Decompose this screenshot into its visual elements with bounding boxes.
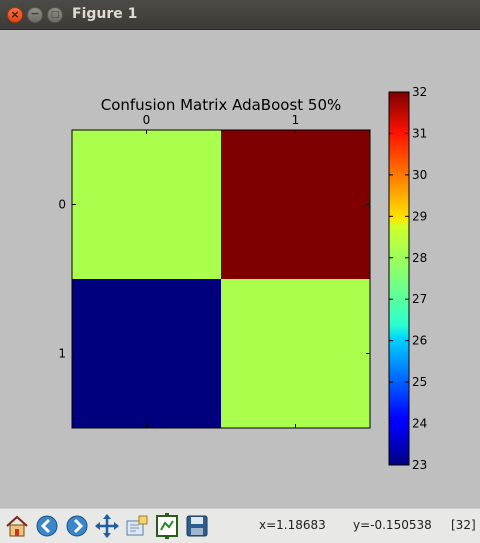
window-minimize-button[interactable]: −	[27, 7, 43, 23]
figure-canvas[interactable]: Confusion Matrix AdaBoost 50% 0 1 0 1 23 24 2…	[0, 30, 480, 508]
forward-icon[interactable]	[64, 513, 90, 539]
heatmap-cell-0-0	[72, 130, 221, 279]
heatmap-cell-0-1	[221, 130, 370, 279]
window-maximize-button[interactable]: □	[47, 7, 63, 23]
subplots-icon[interactable]	[154, 513, 180, 539]
home-icon[interactable]	[4, 513, 30, 539]
plot-frame	[71, 129, 371, 429]
window-titlebar: × − □ Figure 1	[0, 0, 480, 30]
cursor-y-readout: y=-0.150538	[353, 518, 432, 532]
colorbar-tick-label: 31	[412, 126, 427, 140]
colorbar-tick-label: 23	[412, 458, 427, 472]
colorbar	[388, 91, 410, 466]
pan-icon[interactable]	[94, 513, 120, 539]
x-tick-label: 0	[143, 113, 151, 127]
colorbar-tick-label: 26	[412, 334, 427, 348]
colorbar-tick-label: 28	[412, 251, 427, 265]
save-icon[interactable]	[184, 513, 210, 539]
colorbar-tick-label: 25	[412, 375, 427, 389]
heatmap-cell-1-0	[72, 279, 221, 428]
window-close-button[interactable]: ×	[7, 7, 23, 23]
cursor-value-readout: [32]	[451, 518, 476, 532]
colorbar-tick-label: 29	[412, 209, 427, 223]
figure-svg: Confusion Matrix AdaBoost 50% 0 1 0 1 23 24 2…	[58, 85, 427, 472]
colorbar-tick-label: 30	[412, 168, 427, 182]
colorbar-tick-label: 24	[412, 417, 427, 431]
heatmap-cell-1-1	[221, 279, 370, 428]
colorbar-tick-label: 32	[412, 85, 427, 99]
chart-title: Confusion Matrix AdaBoost 50%	[101, 96, 342, 114]
navigation-toolbar: x=1.18683 y=-0.150538 [32]	[0, 508, 480, 543]
colorbar-tick-label: 27	[412, 292, 427, 306]
window-title: Figure 1	[72, 6, 138, 22]
y-tick-label: 0	[58, 198, 66, 212]
zoom-icon[interactable]	[124, 513, 150, 539]
y-tick-label: 1	[58, 347, 66, 361]
x-tick-label: 1	[292, 113, 300, 127]
cursor-x-readout: x=1.18683	[259, 518, 326, 532]
back-icon[interactable]	[34, 513, 60, 539]
